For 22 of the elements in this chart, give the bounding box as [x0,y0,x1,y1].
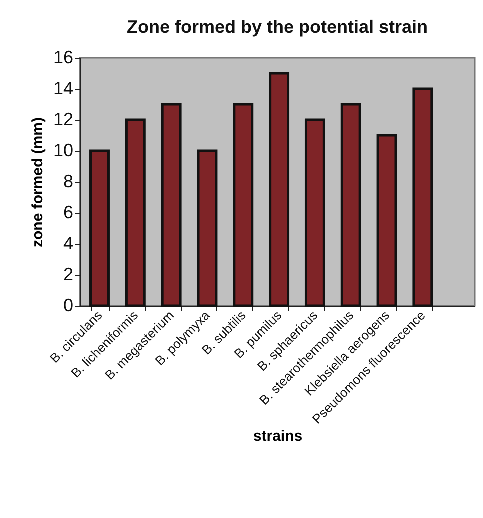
y-tick-label: 10 [53,140,74,160]
x-axis-title: strains [253,428,303,445]
y-tick-label: 16 [53,48,74,68]
bar [197,150,218,308]
bar [269,72,290,308]
y-tick-label: 14 [53,78,74,98]
y-tick-label: 8 [63,172,74,192]
y-axis-title: zone formed (mm) [29,117,46,248]
chart-title: Zone formed by the potential strain [126,17,428,37]
bar [412,88,434,308]
bar [90,150,110,308]
y-tick-label: 2 [63,264,74,284]
bar [340,103,362,308]
y-tick-label: 0 [63,296,74,316]
bar [376,134,398,308]
y-tick-label: 4 [63,234,74,254]
bar [233,103,254,308]
bar [161,103,182,308]
bar [125,118,146,308]
y-tick-label: 6 [63,202,74,222]
y-tick-label: 12 [53,110,74,130]
bar [304,118,326,308]
